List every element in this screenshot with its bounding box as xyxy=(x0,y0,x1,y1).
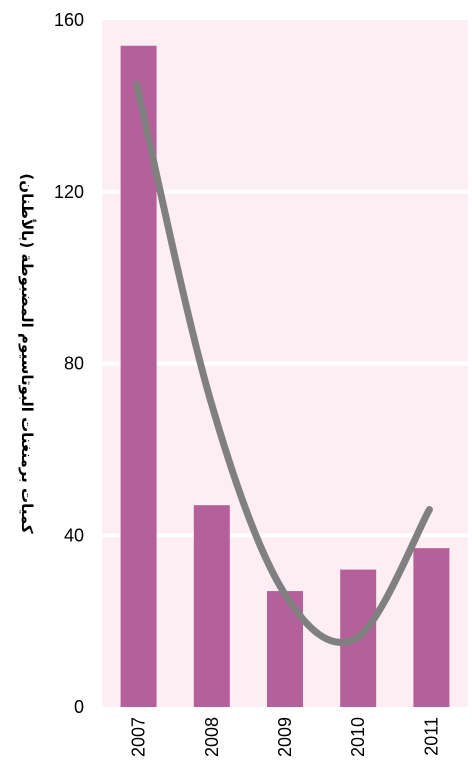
x-tick-label-2009: 2009 xyxy=(275,717,295,757)
bar-2008 xyxy=(193,505,230,707)
y-tick-label-80: 80 xyxy=(64,354,84,374)
x-tick-label-2011: 2011 xyxy=(421,717,441,756)
y-axis-ticks: 0 40 80 120 160 xyxy=(54,10,84,717)
x-tick-label-2010: 2010 xyxy=(348,717,368,757)
y-tick-label-0: 0 xyxy=(74,697,84,717)
y-tick-label-160: 160 xyxy=(54,10,84,30)
y-axis-title: كميات برمنغنات البوتاسيوم المضبوطة (بالأ… xyxy=(18,173,36,533)
y-tick-label-120: 120 xyxy=(54,182,84,202)
x-tick-label-2007: 2007 xyxy=(129,717,149,757)
bar-2011 xyxy=(413,548,450,707)
y-tick-label-40: 40 xyxy=(64,525,84,545)
trendline xyxy=(133,80,433,646)
x-axis-ticks: 2007 2008 2009 2010 2011 xyxy=(129,717,442,757)
bars xyxy=(120,45,450,707)
x-tick-label-2008: 2008 xyxy=(202,717,222,757)
